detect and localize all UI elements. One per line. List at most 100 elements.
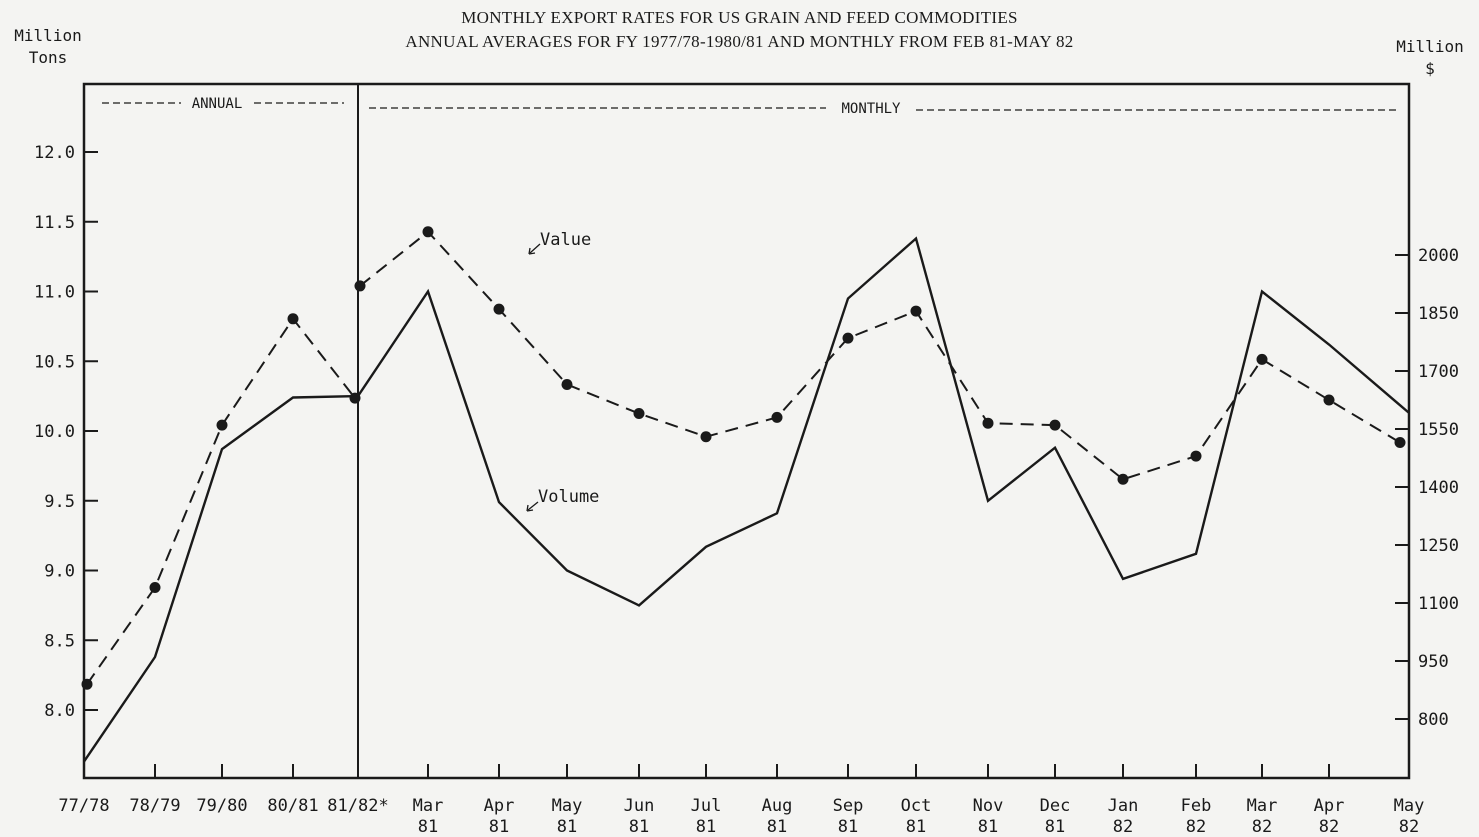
left-axis-tick-label: 11.5 [34, 213, 75, 233]
x-axis-tick-label: 79/80 [196, 796, 247, 816]
value-point [842, 332, 854, 344]
volume-annotation: Volume [526, 487, 599, 512]
left-axis-tick-label: 9.5 [44, 492, 75, 512]
chart-title: MONTHLY EXPORT RATES FOR US GRAIN AND FE… [461, 8, 1018, 27]
x-axis-tick-label-year: 81 [838, 817, 858, 837]
x-axis-tick-label-year: 81 [906, 817, 926, 837]
value-point [493, 303, 505, 315]
value-point [1117, 473, 1129, 485]
x-axis-tick-label-year: 81 [557, 817, 577, 837]
x-axis-tick-label: Jul [691, 796, 722, 816]
plot-frame [82, 82, 1411, 780]
right-axis-ticks: 800 950 1100 1250 1400 1550 1700 1850 2000 [1395, 246, 1459, 730]
left-axis-tick-label: 11.0 [34, 283, 75, 303]
value-series-line [86, 230, 1401, 685]
value-point [771, 411, 783, 423]
value-point [149, 582, 161, 594]
value-point [287, 313, 299, 325]
x-axis-tick-label: May [552, 796, 583, 816]
value-point [633, 408, 645, 420]
x-axis-tick-label-year: 82 [1252, 817, 1272, 837]
x-axis-tick-label-year: 81 [696, 817, 716, 837]
right-axis-unit-line1: Million [1396, 37, 1464, 56]
right-axis-tick-label: 1550 [1418, 420, 1459, 440]
right-axis-tick-label: 1100 [1418, 594, 1459, 614]
x-axis-tick-label: Mar [413, 796, 444, 816]
value-point [1394, 437, 1406, 449]
x-axis-tick-label-year: 82 [1186, 817, 1206, 837]
value-annotation: Value [528, 230, 591, 255]
x-axis-tick-label: 77/78 [58, 796, 109, 816]
right-axis-tick-label: 950 [1418, 652, 1449, 672]
value-point [216, 419, 228, 431]
x-axis-tick-label-year: 81 [418, 817, 438, 837]
x-axis-tick-label: Dec [1040, 796, 1071, 816]
x-axis-tick-label-year: 81 [1045, 817, 1065, 837]
right-axis-tick-label: 2000 [1418, 246, 1459, 266]
x-axis-ticks: 77/78 78/79 79/80 80/81 81/82* Mar81Apr81May8… [58, 764, 1424, 837]
value-point [422, 226, 434, 238]
value-point [1256, 353, 1268, 365]
value-series-points [81, 226, 1406, 690]
x-axis-tick-label: Apr [484, 796, 515, 816]
value-point [561, 379, 573, 391]
x-axis-tick-label-year: 81 [629, 817, 649, 837]
x-axis-tick-label: 78/79 [129, 796, 180, 816]
x-axis-tick-label-year: 82 [1319, 817, 1339, 837]
right-axis-unit-line2: $ [1425, 59, 1435, 78]
x-axis-tick-label-year: 82 [1399, 817, 1419, 837]
right-axis-tick-label: 1250 [1418, 536, 1459, 556]
x-axis-tick-label: Jan [1108, 796, 1139, 816]
value-point [354, 280, 366, 292]
value-point [1323, 394, 1335, 406]
left-axis-tick-label: 10.5 [34, 352, 75, 372]
left-axis-tick-label: 8.0 [44, 701, 75, 721]
left-axis-tick-label: 10.0 [34, 422, 75, 442]
x-axis-tick-label: Nov [973, 796, 1004, 816]
value-point [349, 392, 361, 404]
x-axis-tick-label-year: 81 [489, 817, 509, 837]
right-axis-tick-label: 1400 [1418, 478, 1459, 498]
chart-subtitle: ANNUAL AVERAGES FOR FY 1977/78-1980/81 A… [405, 32, 1074, 51]
left-axis-unit-line1: Million [14, 26, 82, 45]
value-point [982, 417, 994, 429]
x-axis-tick-label: 80/81 [267, 796, 318, 816]
volume-annotation-arrow [527, 501, 539, 511]
left-axis-tick-label: 12.0 [34, 143, 75, 163]
value-point [1049, 419, 1061, 431]
right-axis-unit: Million $ [1384, 36, 1476, 80]
annual-section-label: ANNUAL [192, 96, 243, 112]
x-axis-tick-label: May [1394, 796, 1425, 816]
x-axis-tick-label-year: 81 [767, 817, 787, 837]
right-axis-tick-label: 1700 [1418, 362, 1459, 382]
right-axis-tick-label: 800 [1418, 710, 1449, 730]
value-point [1190, 450, 1202, 462]
x-axis-tick-label: Oct [901, 796, 932, 816]
x-axis-tick-label: Aug [762, 796, 793, 816]
x-axis-tick-label-year: 82 [1113, 817, 1133, 837]
x-axis-tick-label: Mar [1247, 796, 1278, 816]
x-axis-tick-label: 81/82* [327, 796, 388, 816]
left-axis-unit-line2: Tons [28, 48, 68, 67]
x-axis-tick-label: Apr [1314, 796, 1345, 816]
value-point [700, 431, 712, 443]
x-axis-tick-label: Sep [833, 796, 864, 816]
volume-series-line [83, 236, 1410, 763]
right-axis-tick-label: 1850 [1418, 304, 1459, 324]
left-axis-tick-label: 9.0 [44, 562, 75, 582]
left-axis-ticks: 8.0 8.5 9.0 9.5 10.0 10.5 11.0 11.5 12.0 [34, 143, 98, 721]
monthly-section-label: MONTHLY [841, 101, 901, 117]
value-annotation-arrow [529, 243, 541, 254]
value-annotation-label: Value [540, 230, 591, 250]
x-axis-tick-label: Feb [1181, 796, 1212, 816]
value-point [81, 678, 93, 690]
left-axis-unit: Million Tons [4, 25, 92, 69]
value-point [910, 305, 922, 317]
volume-annotation-arrowhead [526, 504, 534, 512]
x-axis-tick-label: Jun [624, 796, 655, 816]
volume-annotation-label: Volume [538, 487, 599, 507]
left-axis-tick-label: 8.5 [44, 631, 75, 651]
value-annotation-arrowhead [528, 247, 536, 255]
x-axis-tick-label-year: 81 [978, 817, 998, 837]
